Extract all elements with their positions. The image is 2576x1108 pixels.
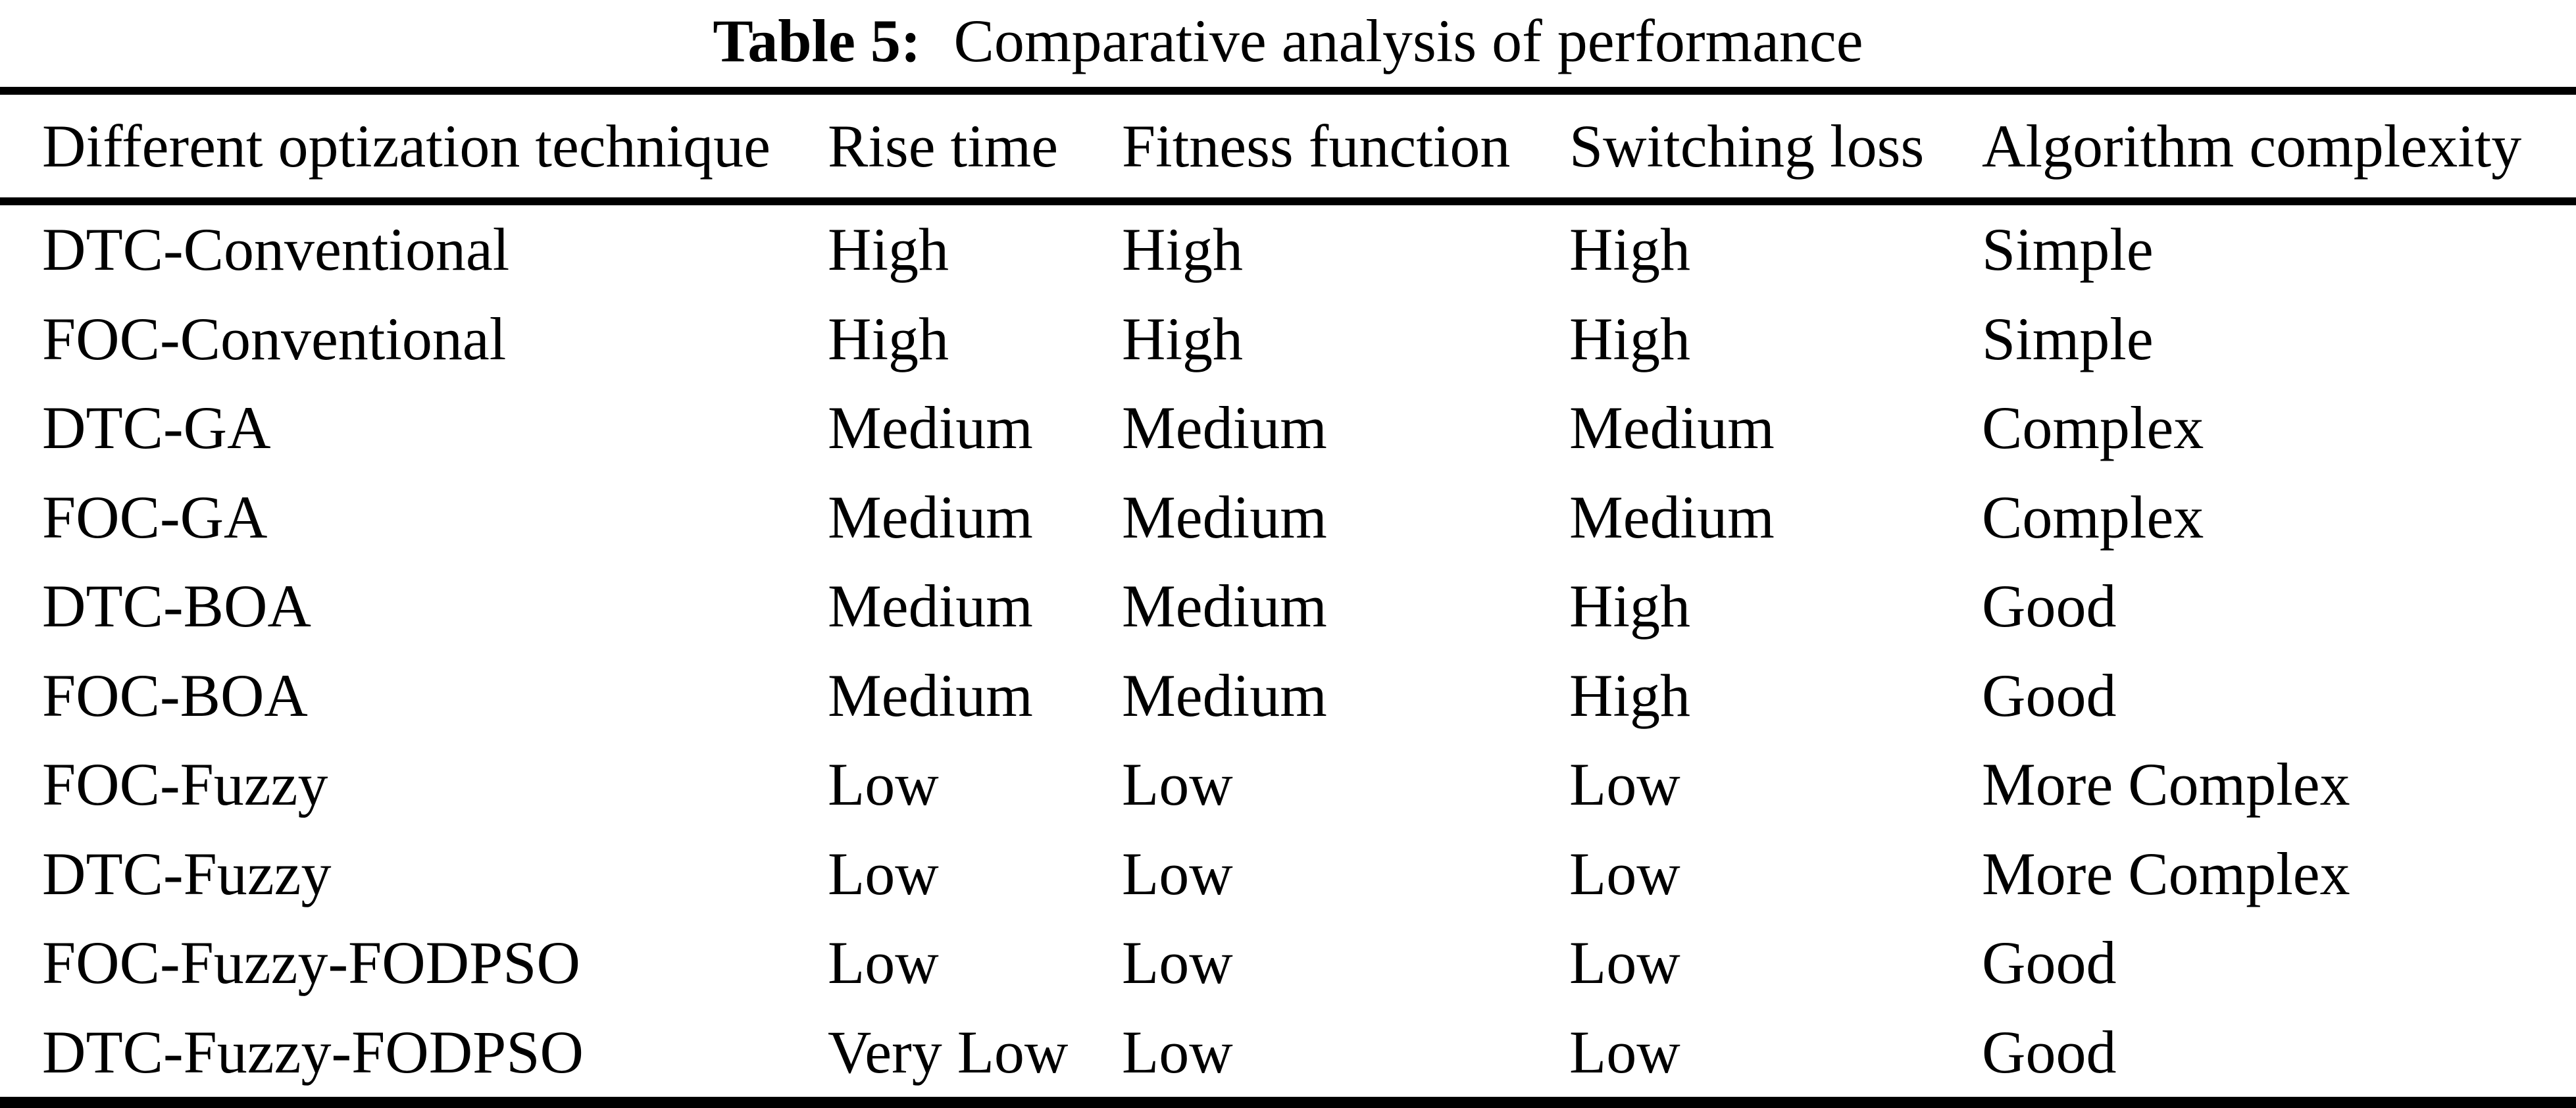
cell-technique: FOC-Conventional: [42, 305, 507, 372]
cell-switching-loss: High: [1569, 572, 1690, 640]
table-row: DTC-Fuzzy Low Low Low More Complex: [0, 830, 2576, 919]
table-caption: Table 5: Comparative analysis of perform…: [0, 0, 2576, 82]
cell-rise-time: Medium: [828, 483, 1033, 551]
cell-rise-time: Medium: [828, 394, 1033, 461]
cell-rise-time: Low: [828, 751, 939, 818]
cell-technique: DTC-Fuzzy-FODPSO: [42, 1018, 584, 1086]
table-caption-text: Comparative analysis of performance: [953, 7, 1863, 74]
cell-algorithm-complexity: Complex: [1982, 483, 2204, 551]
cell-algorithm-complexity: Good: [1982, 661, 2117, 729]
cell-fitness-function: Low: [1122, 929, 1233, 996]
cell-switching-loss: Low: [1569, 1018, 1680, 1086]
column-header-technique: Different optization technique: [42, 113, 771, 180]
cell-fitness-function: Medium: [1122, 661, 1327, 729]
table-row: DTC-BOA Medium Medium High Good: [0, 562, 2576, 651]
cell-algorithm-complexity: Good: [1982, 1018, 2117, 1086]
table-header-row: Different optization technique Rise time…: [0, 95, 2576, 197]
cell-algorithm-complexity: Good: [1982, 929, 2117, 996]
cell-fitness-function: Medium: [1122, 572, 1327, 640]
cell-algorithm-complexity: More Complex: [1982, 840, 2350, 907]
cell-algorithm-complexity: Complex: [1982, 394, 2204, 461]
cell-technique: FOC-BOA: [42, 661, 308, 729]
cell-switching-loss: Medium: [1569, 483, 1775, 551]
table-row: FOC-Fuzzy-FODPSO Low Low Low Good: [0, 919, 2576, 1008]
cell-technique: DTC-Conventional: [42, 216, 510, 283]
table-row: DTC-Fuzzy-FODPSO Very Low Low Low Good: [0, 1008, 2576, 1097]
cell-technique: DTC-GA: [42, 394, 271, 461]
cell-switching-loss: High: [1569, 661, 1690, 729]
column-header-rise-time: Rise time: [828, 113, 1059, 180]
cell-fitness-function: Medium: [1122, 394, 1327, 461]
table-row: DTC-GA Medium Medium Medium Complex: [0, 384, 2576, 473]
cell-technique: FOC-GA: [42, 483, 268, 551]
cell-technique: FOC-Fuzzy-FODPSO: [42, 929, 580, 996]
cell-algorithm-complexity: Good: [1982, 572, 2117, 640]
table-row: FOC-BOA Medium Medium High Good: [0, 651, 2576, 741]
cell-technique: DTC-BOA: [42, 572, 311, 640]
cell-rise-time: Medium: [828, 572, 1033, 640]
column-header-algorithm-complexity: Algorithm complexity: [1982, 113, 2522, 180]
cell-rise-time: High: [828, 216, 949, 283]
cell-switching-loss: Low: [1569, 840, 1680, 907]
cell-algorithm-complexity: Simple: [1982, 305, 2154, 372]
cell-rise-time: High: [828, 305, 949, 372]
column-header-fitness-function: Fitness function: [1122, 113, 1511, 180]
cell-algorithm-complexity: Simple: [1982, 216, 2154, 283]
table-bottom-rule: [0, 1097, 2576, 1108]
table-row: DTC-Conventional High High High Simple: [0, 205, 2576, 295]
cell-fitness-function: Low: [1122, 751, 1233, 818]
cell-technique: FOC-Fuzzy: [42, 751, 328, 818]
column-header-switching-loss: Switching loss: [1569, 113, 1925, 180]
cell-switching-loss: High: [1569, 216, 1690, 283]
table-body: DTC-Conventional High High High Simple F…: [0, 205, 2576, 1097]
cell-fitness-function: Medium: [1122, 483, 1327, 551]
table-top-rule: [0, 87, 2576, 95]
cell-rise-time: Medium: [828, 661, 1033, 729]
table-row: FOC-Fuzzy Low Low Low More Complex: [0, 740, 2576, 830]
cell-fitness-function: Low: [1122, 840, 1233, 907]
cell-fitness-function: High: [1122, 216, 1243, 283]
cell-rise-time: Low: [828, 929, 939, 996]
table-row: FOC-GA Medium Medium Medium Complex: [0, 473, 2576, 563]
cell-technique: DTC-Fuzzy: [42, 840, 332, 907]
cell-rise-time: Low: [828, 840, 939, 907]
table-caption-label: Table 5:: [713, 7, 921, 74]
cell-rise-time: Very Low: [828, 1018, 1069, 1086]
cell-fitness-function: High: [1122, 305, 1243, 372]
table-row: FOC-Conventional High High High Simple: [0, 295, 2576, 384]
cell-switching-loss: High: [1569, 305, 1690, 372]
table-header-rule: [0, 197, 2576, 205]
cell-switching-loss: Low: [1569, 751, 1680, 818]
cell-switching-loss: Medium: [1569, 394, 1775, 461]
cell-switching-loss: Low: [1569, 929, 1680, 996]
cell-fitness-function: Low: [1122, 1018, 1233, 1086]
cell-algorithm-complexity: More Complex: [1982, 751, 2350, 818]
